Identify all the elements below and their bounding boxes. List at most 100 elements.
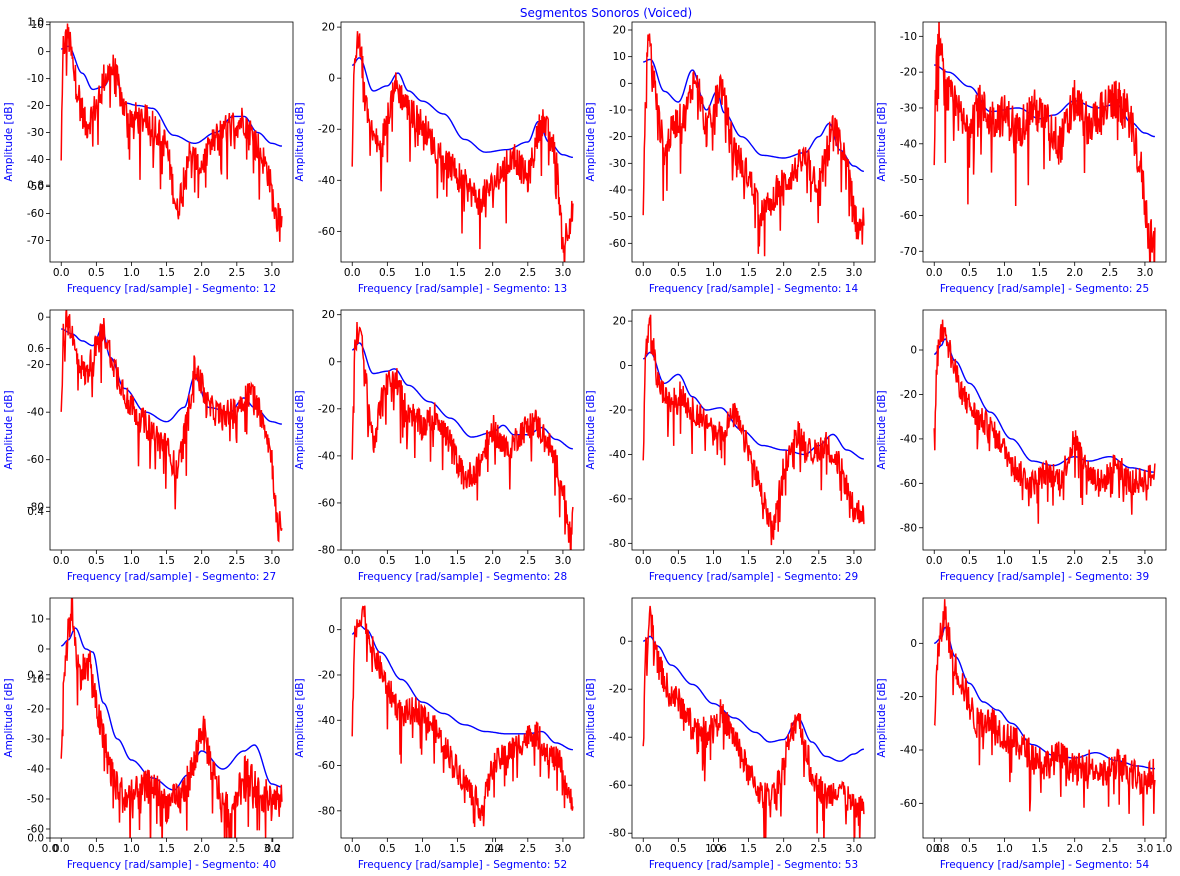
x-tick-label: 2.5 xyxy=(228,843,245,855)
y-axis-label: Amplitude [dB] xyxy=(585,678,597,757)
y-axis-label: Amplitude [dB] xyxy=(876,678,888,757)
y-tick-label: -50 xyxy=(900,174,917,186)
plot-frame xyxy=(922,597,1167,839)
plot-frame xyxy=(631,597,876,839)
y-tick-label: 20 xyxy=(613,25,626,37)
y-tick-label: -60 xyxy=(609,780,626,792)
y-tick-label: -40 xyxy=(27,154,44,166)
x-tick-label: 2.0 xyxy=(1066,267,1083,279)
x-tick-label: 1.5 xyxy=(449,843,466,855)
x-tick-label: 0.5 xyxy=(670,267,687,279)
y-tick-label: 0 xyxy=(37,312,44,324)
plot-frame xyxy=(340,597,585,839)
y-tick-label: -70 xyxy=(900,246,917,258)
overlay-y-tick-label: 0.4 xyxy=(27,506,44,518)
plot-frame xyxy=(631,309,876,551)
x-tick-label: 2.0 xyxy=(193,555,210,567)
fft-spectrum-line xyxy=(642,605,865,838)
overlay-x-tick-label: 0.6 xyxy=(710,843,727,855)
x-tick-label: 1.5 xyxy=(449,555,466,567)
x-tick-label: 1.5 xyxy=(449,267,466,279)
y-tick-label: -20 xyxy=(318,124,335,136)
y-tick-label: -50 xyxy=(27,181,44,193)
x-axis-label: Frequency [rad/sample] - Segmento: 29 xyxy=(649,571,858,583)
y-tick-label: 0 xyxy=(37,46,44,58)
y-tick-label: -40 xyxy=(900,745,917,757)
x-tick-label: 1.5 xyxy=(1031,843,1048,855)
x-tick-label: 2.5 xyxy=(810,267,827,279)
x-tick-label: 1.5 xyxy=(158,555,175,567)
subplot-segment-40: 0.0 0.5 1.0 1.5 2.0 2.5 3.0 10 0 -10 -20 -30 -40 -50 -… xyxy=(3,597,294,871)
x-axis-label: Frequency [rad/sample] - Segmento: 13 xyxy=(358,283,567,295)
fft-spectrum-line xyxy=(933,22,1156,262)
y-tick-label: -10 xyxy=(27,674,44,686)
lpc-envelope-line xyxy=(351,57,573,159)
y-axis-label: Amplitude [dB] xyxy=(585,390,597,469)
x-tick-label: 0.0 xyxy=(53,267,70,279)
x-tick-label: 0.5 xyxy=(88,843,105,855)
x-tick-label: 1.0 xyxy=(996,843,1013,855)
x-tick-label: 1.5 xyxy=(1031,555,1048,567)
y-tick-label: -40 xyxy=(27,764,44,776)
y-tick-label: 20 xyxy=(322,309,335,321)
y-tick-label: -60 xyxy=(900,210,917,222)
x-tick-label: 2.0 xyxy=(193,267,210,279)
x-axis-label: Frequency [rad/sample] - Segmento: 54 xyxy=(940,859,1150,871)
x-tick-label: 1.5 xyxy=(158,267,175,279)
x-tick-label: 2.5 xyxy=(1101,555,1118,567)
x-tick-label: 3.0 xyxy=(555,555,572,567)
y-tick-label: -60 xyxy=(318,760,335,772)
y-tick-label: -40 xyxy=(609,185,626,197)
y-tick-label: -30 xyxy=(27,734,44,746)
y-tick-label: -20 xyxy=(900,389,917,401)
overlay-x-tick-label: 0.0 xyxy=(42,843,59,855)
y-tick-label: -80 xyxy=(900,522,917,534)
y-tick-label: -20 xyxy=(609,405,626,417)
x-tick-label: 0.5 xyxy=(88,267,105,279)
y-tick-label: -20 xyxy=(609,684,626,696)
fft-spectrum-line xyxy=(642,33,865,257)
subplot-segment-14: 0.0 0.5 1.0 1.5 2.0 2.5 3.0 20 10 0 -10 -20 -30 -40 -5… xyxy=(585,21,876,295)
x-tick-label: 0.0 xyxy=(635,555,652,567)
x-tick-label: 3.0 xyxy=(1137,843,1154,855)
subplot-segment-52: 0.0 0.5 1.0 1.5 2.0 2.5 3.0 0 -20 -40 -60 -80 Freque… xyxy=(294,597,585,871)
x-tick-label: 2.0 xyxy=(1066,843,1083,855)
x-tick-label: 3.0 xyxy=(1137,267,1154,279)
x-tick-label: 3.0 xyxy=(264,555,281,567)
y-tick-label: -80 xyxy=(318,545,335,557)
x-axis-label: Frequency [rad/sample] - Segmento: 53 xyxy=(649,859,858,871)
x-tick-label: 0.5 xyxy=(88,555,105,567)
x-tick-label: 0.5 xyxy=(379,267,396,279)
y-tick-label: -20 xyxy=(27,704,44,716)
y-tick-label: -60 xyxy=(900,798,917,810)
x-tick-label: 0.0 xyxy=(344,267,361,279)
y-tick-label: -60 xyxy=(609,238,626,250)
x-tick-label: 1.0 xyxy=(705,555,722,567)
x-tick-label: 2.5 xyxy=(1101,267,1118,279)
y-tick-label: 10 xyxy=(613,51,626,63)
y-tick-label: 10 xyxy=(31,614,44,626)
subplot-segment-12: 0.0 0.5 1.0 1.5 2.0 2.5 3.0 10 0 -10 -20 -30 -40 -50 -… xyxy=(3,19,294,295)
y-tick-label: -70 xyxy=(27,235,44,247)
subplot-segment-25: 0.0 0.5 1.0 1.5 2.0 2.5 3.0 -10 -20 -30 -40 -50 -60 -… xyxy=(876,21,1167,295)
subplot-segment-28: 0.0 0.5 1.0 1.5 2.0 2.5 3.0 20 0 -20 -40 -60 -80 Freq… xyxy=(294,309,585,583)
x-tick-label: 1.0 xyxy=(996,267,1013,279)
overlay-y-tick-label: 0.6 xyxy=(27,343,44,355)
subplot-segment-53: 0.0 0.5 1.0 1.5 2.0 2.5 3.0 0 -20 -40 -60 -80 Freque… xyxy=(585,597,876,871)
x-tick-label: 0.0 xyxy=(53,555,70,567)
lpc-envelope-line xyxy=(60,627,282,791)
subplot-segment-27: 0.0 0.5 1.0 1.5 2.0 2.5 3.0 0 -20 -40 -60 -80 Freque… xyxy=(3,309,294,583)
lpc-envelope-line xyxy=(643,58,864,172)
y-axis-label: Amplitude [dB] xyxy=(876,102,888,181)
plot-frame xyxy=(340,21,585,263)
y-tick-label: -50 xyxy=(609,211,626,223)
x-axis-label: Frequency [rad/sample] - Segmento: 12 xyxy=(67,283,276,295)
y-tick-label: -30 xyxy=(609,158,626,170)
x-tick-label: 1.0 xyxy=(414,843,431,855)
y-tick-label: -60 xyxy=(318,497,335,509)
overlay-x-tick-label: 0.4 xyxy=(487,843,504,855)
y-tick-label: -60 xyxy=(900,478,917,490)
plot-frame xyxy=(922,309,1167,551)
y-tick-label: -20 xyxy=(609,131,626,143)
y-tick-label: -60 xyxy=(609,493,626,505)
